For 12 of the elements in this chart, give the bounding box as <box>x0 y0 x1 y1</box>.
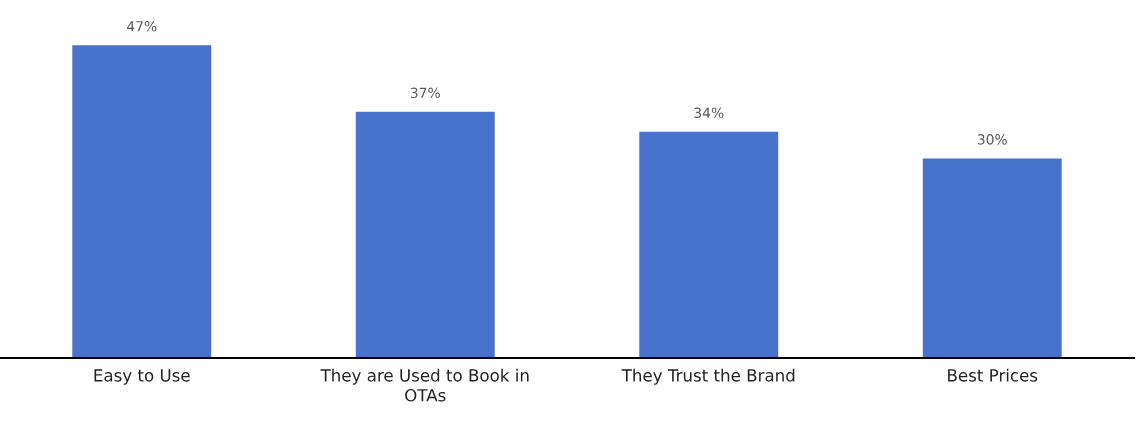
x-tick-label: Easy to Use <box>94 369 190 385</box>
bar <box>355 111 495 358</box>
bar <box>922 158 1062 358</box>
bar <box>72 45 212 358</box>
data-label: 30% <box>977 134 1007 145</box>
bar <box>639 131 779 358</box>
data-label: 37% <box>410 87 440 99</box>
x-tick-label: They Trust the Brand <box>621 368 795 385</box>
x-tick-label: Best Prices <box>948 368 1038 382</box>
x-tick-label: They are Used to Book in OTAs <box>320 368 529 402</box>
data-label: 34% <box>694 107 724 119</box>
data-label: 47% <box>126 21 157 32</box>
